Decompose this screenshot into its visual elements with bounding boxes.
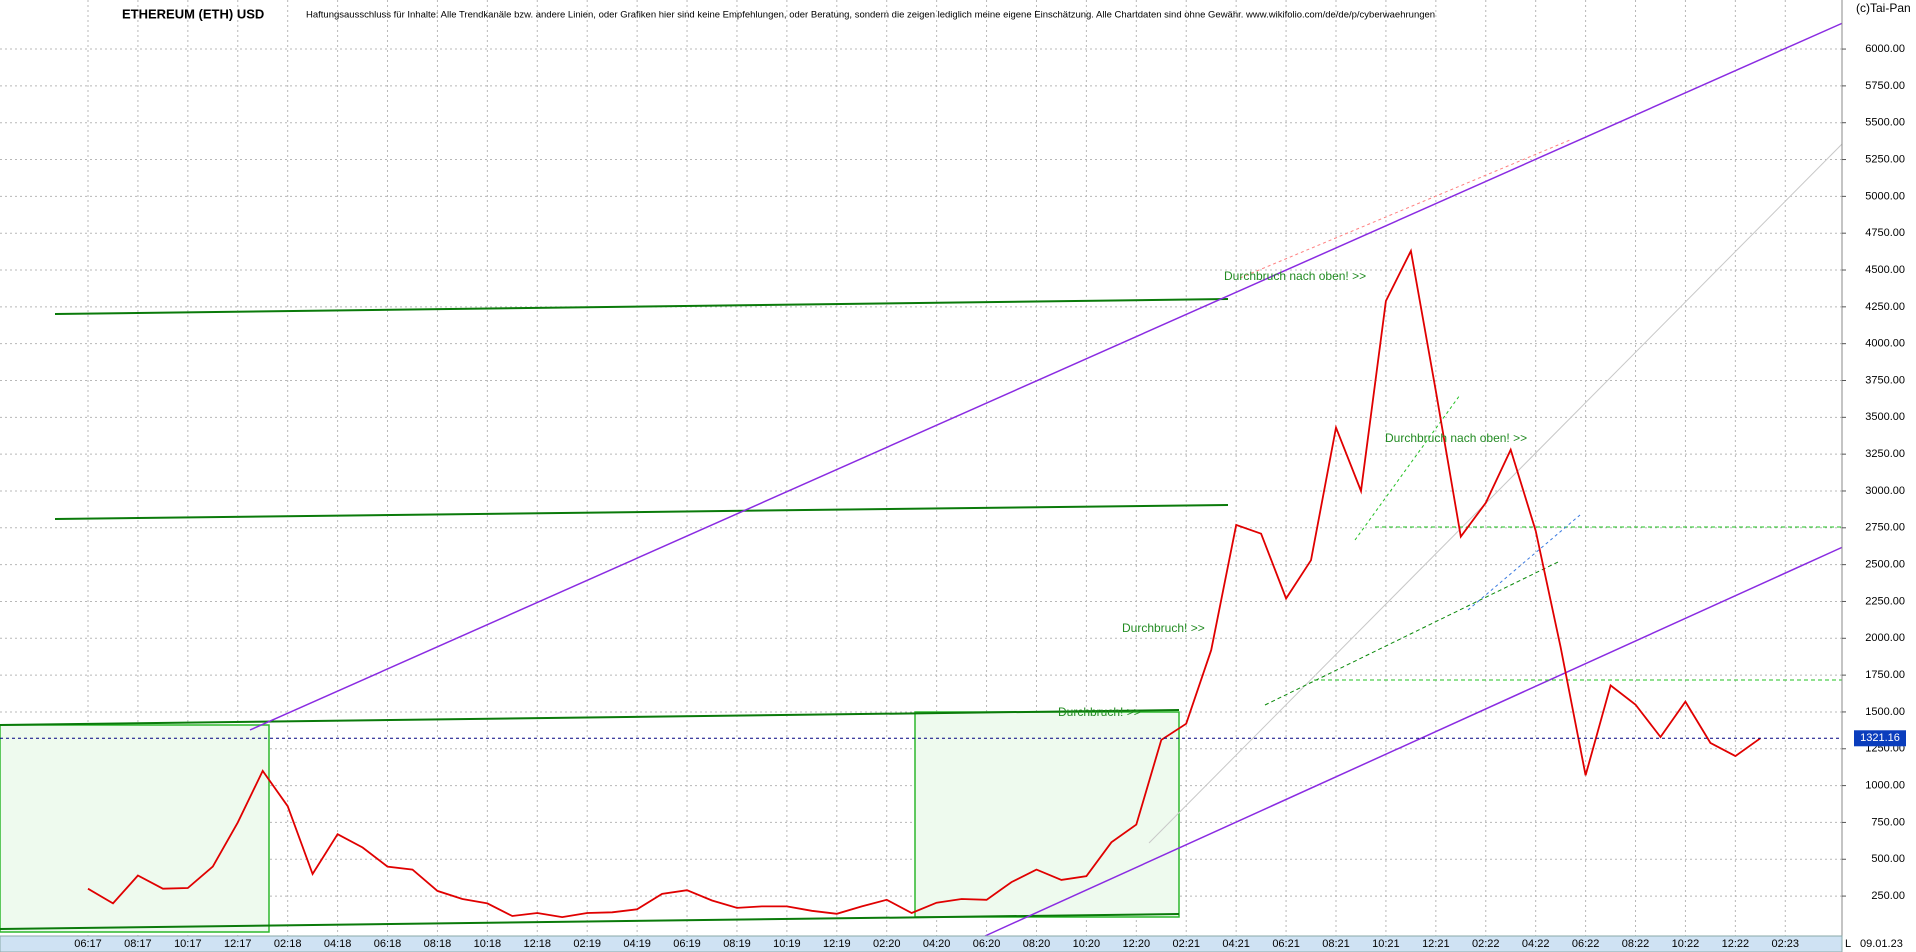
y-tick-label: 5250.00 [1865,153,1905,165]
y-tick-label: 1500.00 [1865,706,1905,718]
y-tick-label: 250.00 [1871,890,1905,902]
x-tick-label: 04:22 [1522,938,1550,950]
x-tick-label: 06:21 [1272,938,1300,950]
x-tick-label: 06:22 [1572,938,1600,950]
x-tick-label: 02:19 [573,938,601,950]
trendline [54,504,1229,520]
x-tick-label: 12:17 [224,938,252,950]
x-tick-label: 06:20 [973,938,1001,950]
y-tick-label: 1000.00 [1865,780,1905,792]
x-tick-label: 06:18 [374,938,402,950]
trendline [0,709,1180,726]
annotation: Durchbruch! >> [1122,621,1205,635]
x-tick-label: 02:18 [274,938,302,950]
y-tick-label: 3250.00 [1865,448,1905,460]
x-tick-label: 10:22 [1672,938,1700,950]
axis-panel [1842,0,1916,936]
y-tick-label: 1750.00 [1865,669,1905,681]
x-tick-label: 10:21 [1372,938,1400,950]
trendline [0,913,1180,930]
y-tick-label: 2000.00 [1865,632,1905,644]
y-tick-label: 4750.00 [1865,227,1905,239]
x-tick-label: 02:21 [1172,938,1200,950]
x-tick-label: 08:19 [723,938,751,950]
x-tick-label: 10:18 [474,938,502,950]
y-tick-label: 4000.00 [1865,338,1905,350]
y-tick-label: 2750.00 [1865,522,1905,534]
trendline [1148,140,1846,844]
x-tick-label: 02:22 [1472,938,1500,950]
trendline [1264,561,1559,706]
x-tick-label: 10:17 [174,938,202,950]
y-tick-label: 5000.00 [1865,190,1905,202]
trendlines [0,21,1846,937]
current-price-box [1854,730,1906,747]
x-tick-label: 08:17 [124,938,152,950]
x-tick-label: 02:20 [873,938,901,950]
x-tick-label: 12:19 [823,938,851,950]
y-tick-label: 3750.00 [1865,374,1905,386]
trendline [249,21,1846,731]
x-tick-label: 08:22 [1622,938,1650,950]
y-tick-label: 500.00 [1871,853,1905,865]
x-tick-label: 08:18 [424,938,452,950]
y-tick-label: 4250.00 [1865,301,1905,313]
x-tick-label: 04:19 [623,938,651,950]
trendline [54,298,1229,315]
annotation: Durchbruch nach oben! >> [1385,431,1527,445]
y-tick-label: 2250.00 [1865,595,1905,607]
date-label: 09.01.23 [1860,938,1903,950]
x-tick-label: 12:20 [1123,938,1151,950]
trendline [1467,514,1581,611]
labels: ETHEREUM (ETH) USD Haftungsausschluss fü… [122,1,1911,950]
trendline [984,545,1846,937]
y-tick-label: 6000.00 [1865,43,1905,55]
current-price-label: 1321.16 [1860,732,1900,744]
y-tick-label: 5500.00 [1865,117,1905,129]
price-line [87,248,1761,919]
x-tick-label: 08:21 [1322,938,1350,950]
x-axis-bar [0,935,1843,952]
source: (c)Tai-Pan [1856,1,1911,15]
zone-box [0,724,270,933]
y-tick-label: 4500.00 [1865,264,1905,276]
x-tick-label: 10:20 [1073,938,1101,950]
x-tick-label: 04:20 [923,938,951,950]
x-tick-label: 12:18 [524,938,552,950]
annotation: Durchbruch nach oben! >> [1224,269,1366,283]
y-tick-label: 2500.00 [1865,559,1905,571]
subtitle: Haftungsausschluss für Inhalte: Alle Tre… [306,10,1435,21]
y-tick-label: 3500.00 [1865,411,1905,423]
x-tick-label: 02:23 [1772,938,1800,950]
chart-title: ETHEREUM (ETH) USD [122,6,264,21]
zone-box [914,711,1180,918]
x-tick-label: 08:20 [1023,938,1051,950]
x-tick-label: 12:22 [1722,938,1750,950]
y-tick-label: 750.00 [1871,816,1905,828]
x-tick-label: 06:19 [673,938,701,950]
annotation: Durchbruch! >> [1058,705,1141,719]
x-tick-label: 04:18 [324,938,352,950]
y-tick-label: 5750.00 [1865,80,1905,92]
x-tick-label: 12:21 [1422,938,1450,950]
x-tick-label: 06:17 [74,938,102,950]
y-tick-label: 3000.00 [1865,485,1905,497]
x-tick-label: 04:21 [1222,938,1250,950]
x-tick-label: 10:19 [773,938,801,950]
scale-marker: L [1845,938,1851,950]
